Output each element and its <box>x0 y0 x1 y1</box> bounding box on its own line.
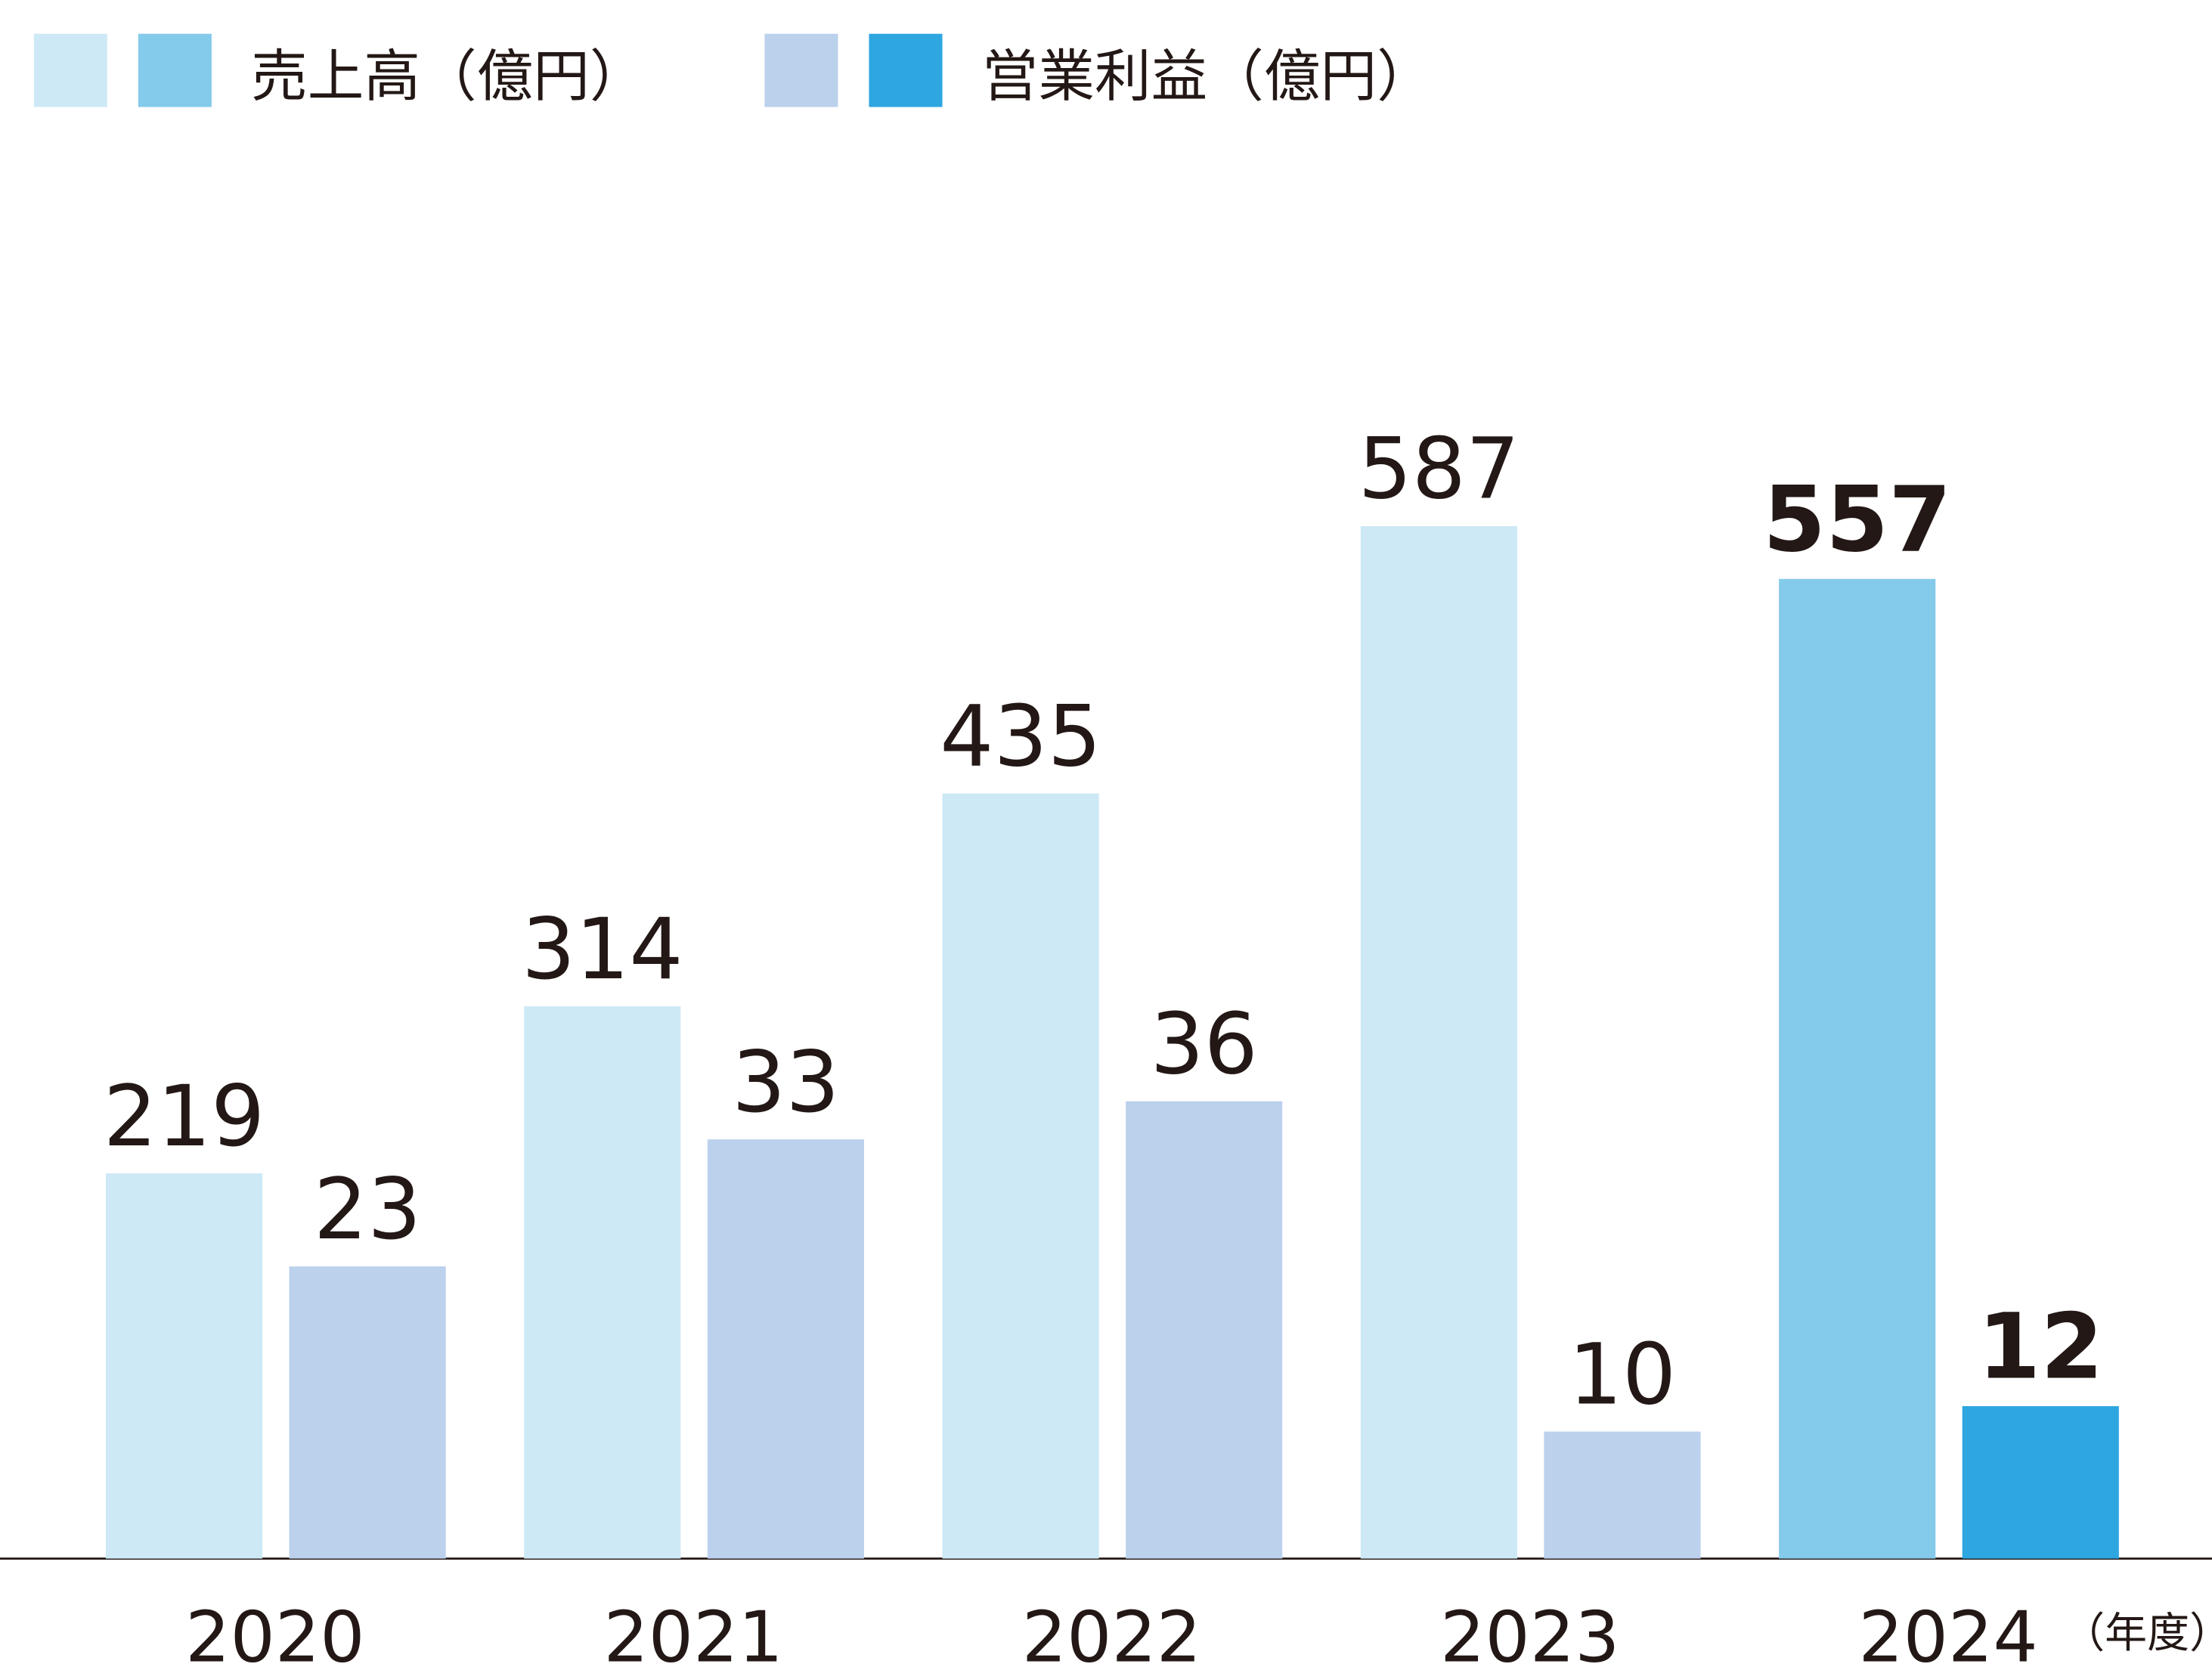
legend-swatch <box>869 33 943 107</box>
legend-label: 営業利益（億円） <box>982 44 1433 110</box>
bar <box>1126 1101 1283 1559</box>
bar <box>1360 525 1517 1559</box>
bar <box>1962 1405 2119 1559</box>
legend-swatch <box>33 33 107 107</box>
value-label: 12 <box>1978 1295 2103 1400</box>
value-label: 36 <box>1150 996 1257 1094</box>
value-label: 587 <box>1358 420 1520 519</box>
bar <box>105 1173 263 1559</box>
bar <box>942 793 1099 1559</box>
x-axis-label: （年度） <box>2062 1609 2212 1658</box>
bar <box>524 1006 681 1559</box>
x-tick-label: 2020 <box>185 1596 364 1667</box>
value-label: 33 <box>732 1033 839 1132</box>
bar <box>289 1266 446 1559</box>
value-label: 435 <box>940 687 1101 785</box>
x-tick-label: 2022 <box>1022 1596 1201 1667</box>
value-label: 314 <box>522 900 683 999</box>
value-label: 557 <box>1763 468 1951 573</box>
x-tick-label: 2021 <box>603 1596 782 1667</box>
bar <box>1779 578 1936 1559</box>
bar <box>707 1139 864 1559</box>
bar <box>1544 1431 1701 1559</box>
value-label: 219 <box>104 1067 265 1166</box>
x-tick-label: 2024 <box>1858 1596 2037 1667</box>
x-tick-label: 2023 <box>1440 1596 1619 1667</box>
value-label: 10 <box>1569 1325 1676 1424</box>
legend-label: 売上高（億円） <box>251 44 646 110</box>
legend-swatch <box>138 33 212 107</box>
legend-swatch <box>764 33 838 107</box>
value-label: 23 <box>314 1160 421 1259</box>
